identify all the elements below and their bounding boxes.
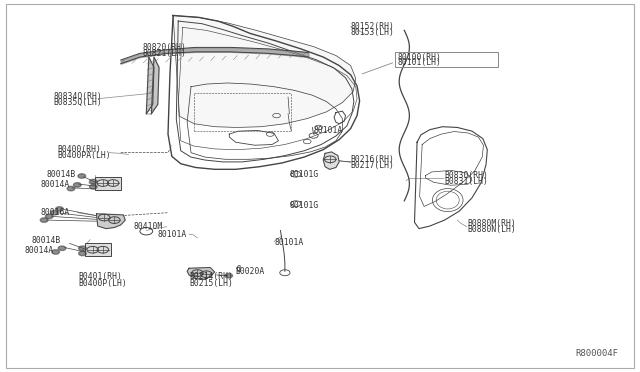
Text: B0830(RH): B0830(RH)	[444, 171, 488, 180]
Circle shape	[79, 246, 86, 250]
Text: 80834Q(RH): 80834Q(RH)	[53, 92, 102, 101]
Bar	[85, 243, 111, 256]
Text: 80153(LH): 80153(LH)	[351, 28, 394, 37]
Circle shape	[74, 183, 81, 187]
Text: 80100(RH): 80100(RH)	[398, 52, 442, 61]
Text: B0400(RH): B0400(RH)	[57, 145, 100, 154]
Text: 80410M: 80410M	[134, 222, 163, 231]
Polygon shape	[187, 267, 214, 279]
Bar	[95, 177, 121, 190]
Text: 80820(RH): 80820(RH)	[143, 43, 186, 52]
Text: B0217(LH): B0217(LH)	[351, 161, 394, 170]
Text: 80016A: 80016A	[40, 208, 70, 217]
Circle shape	[56, 207, 63, 211]
Text: 80101A: 80101A	[157, 230, 186, 240]
Text: 80152(RH): 80152(RH)	[351, 22, 394, 31]
Text: 80101A: 80101A	[274, 238, 303, 247]
Polygon shape	[173, 16, 356, 128]
Text: 80014B: 80014B	[47, 170, 76, 179]
Circle shape	[90, 185, 97, 189]
Text: R800004F: R800004F	[576, 349, 619, 358]
Text: B0215(LH): B0215(LH)	[189, 279, 233, 288]
Text: B0835Q(LH): B0835Q(LH)	[53, 98, 102, 107]
Text: B0401(RH): B0401(RH)	[79, 272, 122, 281]
Text: B0880M(RH): B0880M(RH)	[467, 219, 516, 228]
Circle shape	[225, 273, 232, 278]
Text: B0880N(LH): B0880N(LH)	[467, 225, 516, 234]
Polygon shape	[97, 214, 125, 229]
Circle shape	[90, 179, 97, 184]
Text: 80014A: 80014A	[40, 180, 70, 189]
Text: 80101G: 80101G	[289, 170, 319, 179]
Circle shape	[79, 251, 86, 256]
Circle shape	[51, 211, 58, 215]
Circle shape	[67, 186, 75, 191]
Polygon shape	[147, 57, 159, 114]
Text: 80101A: 80101A	[314, 126, 343, 135]
Text: 80014A: 80014A	[25, 246, 54, 255]
Polygon shape	[323, 152, 339, 169]
Circle shape	[58, 246, 66, 250]
Text: B0400P(LH): B0400P(LH)	[79, 279, 127, 288]
Text: 80014B: 80014B	[31, 236, 61, 246]
Circle shape	[78, 174, 86, 178]
Text: B0020A: B0020A	[236, 267, 265, 276]
Text: 80101G: 80101G	[289, 201, 319, 210]
Circle shape	[52, 250, 60, 254]
Text: B0214(RH): B0214(RH)	[189, 272, 233, 281]
Circle shape	[40, 218, 48, 222]
Circle shape	[45, 214, 53, 219]
Text: 80101(LH): 80101(LH)	[398, 58, 442, 67]
Text: B0831(LH): B0831(LH)	[444, 177, 488, 186]
Text: B0216(RH): B0216(RH)	[351, 155, 394, 164]
Text: B0400PA(LH): B0400PA(LH)	[57, 151, 111, 160]
Text: 80821(LH): 80821(LH)	[143, 49, 186, 58]
